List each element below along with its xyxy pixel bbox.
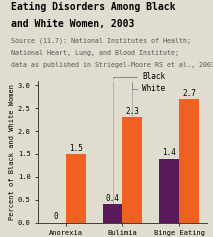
Bar <box>122 117 142 223</box>
Text: 2.7: 2.7 <box>182 89 196 98</box>
Text: 2.3: 2.3 <box>125 107 139 116</box>
Text: 0: 0 <box>54 212 58 221</box>
Bar <box>103 205 122 223</box>
Text: 0.4: 0.4 <box>106 194 119 203</box>
Text: and White Women, 2003: and White Women, 2003 <box>11 19 134 29</box>
Text: White: White <box>132 83 166 93</box>
Bar <box>159 159 179 223</box>
Text: Black: Black <box>112 73 166 82</box>
Bar <box>179 99 199 223</box>
Text: data as published in Striegel-Moore RS et al., 2003: data as published in Striegel-Moore RS e… <box>11 62 213 68</box>
Bar <box>66 154 86 223</box>
Text: Source (11.7): National Institutes of Health;: Source (11.7): National Institutes of He… <box>11 38 191 44</box>
Text: Eating Disorders Among Black: Eating Disorders Among Black <box>11 2 175 12</box>
Text: 1.4: 1.4 <box>162 148 176 157</box>
Y-axis label: Percent of Black and White Women: Percent of Black and White Women <box>9 84 15 220</box>
Text: 1.5: 1.5 <box>69 144 83 153</box>
Text: National Heart, Lung, and Blood Institute;: National Heart, Lung, and Blood Institut… <box>11 50 179 56</box>
